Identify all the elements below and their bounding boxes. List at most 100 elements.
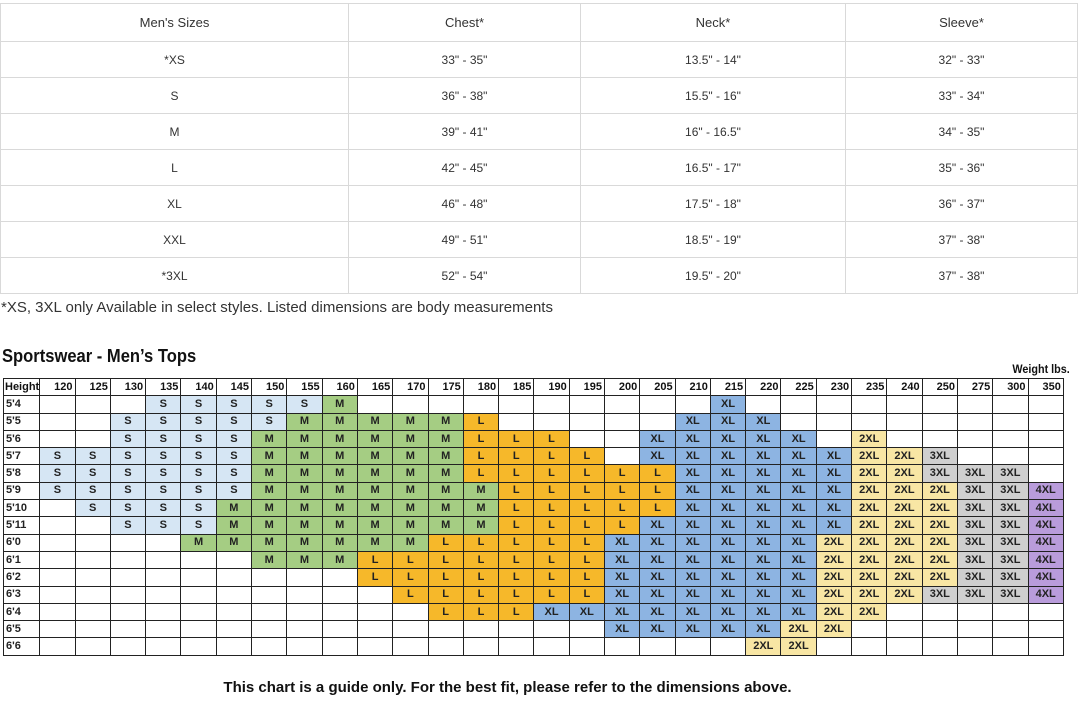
height-label: 6'6 — [2, 637, 41, 656]
size-cell: XL — [745, 481, 782, 501]
size-cell — [533, 412, 570, 431]
height-label: 5'5 — [2, 412, 41, 431]
size-cell: XL — [709, 533, 747, 552]
size-cell: S — [39, 481, 76, 501]
size-cell — [815, 637, 853, 656]
size-cell: M — [392, 447, 429, 466]
size-cell: S — [74, 499, 111, 518]
size-grid-row: 5'4 S S S S S M XL — [2, 395, 1064, 414]
size-grid-header-row: Height 120 125 130 135 140 145 150 155 160 165 170 1… — [2, 377, 1064, 397]
size-cell: L — [498, 516, 535, 535]
size-cell: S — [180, 412, 217, 431]
size-cell: 3XL — [956, 585, 994, 604]
size-cell: 4XL — [1027, 516, 1064, 535]
size-cell: M — [0, 113, 349, 150]
chest-cell: 42" - 45" — [348, 149, 581, 186]
size-cell: XL — [780, 533, 817, 552]
weight-header: 135 — [145, 377, 182, 397]
size-cell: XL — [780, 568, 817, 587]
size-cell: *XS — [0, 41, 349, 78]
weight-header: 215 — [709, 377, 747, 397]
size-cell: L — [427, 568, 464, 587]
size-cell: L — [533, 464, 570, 483]
size-cell — [639, 637, 676, 656]
size-cell: L — [427, 602, 464, 622]
size-cell — [498, 412, 535, 431]
size-cell — [815, 395, 853, 414]
size-cell: S — [145, 429, 182, 449]
size-cell: XL — [815, 481, 853, 501]
size-cell: M — [356, 429, 394, 449]
size-cell — [356, 637, 394, 656]
size-cell: L — [498, 533, 535, 552]
size-cell: M — [321, 481, 358, 501]
size-cell — [921, 637, 958, 656]
size-cell: XL — [639, 516, 676, 535]
size-cell: XL — [674, 412, 711, 431]
size-cell — [956, 412, 994, 431]
size-cell: XL — [674, 568, 711, 587]
size-cell — [956, 620, 994, 639]
size-cell: 2XL — [921, 516, 958, 535]
size-cell: L — [498, 602, 535, 622]
weight-header: 140 — [180, 377, 217, 397]
weight-header: 180 — [462, 377, 500, 397]
size-cell: L — [603, 516, 641, 535]
size-cell — [145, 568, 182, 587]
size-cell: L — [568, 533, 605, 552]
size-cell — [74, 395, 111, 414]
size-cell: M — [392, 516, 429, 535]
size-cell: 3XL — [921, 585, 958, 604]
size-cell: 2XL — [921, 550, 958, 570]
size-cell: S — [74, 447, 111, 466]
size-cell: L — [533, 429, 570, 449]
size-cell: 3XL — [956, 464, 994, 483]
size-cell: XL — [709, 481, 747, 501]
size-cell: L — [603, 499, 641, 518]
size-cell — [74, 620, 111, 639]
size-cell — [427, 637, 464, 656]
size-cell: M — [286, 481, 323, 501]
size-cell: L — [533, 533, 570, 552]
size-cell: M — [392, 533, 429, 552]
size-cell: XL — [533, 602, 570, 622]
header-neck: Neck* — [580, 3, 846, 42]
size-grid-row: 5'10 S S S S M M M M M M M M L L L L L XL XL XL XL XL 2XL 2XL 2XL… — [2, 499, 1064, 518]
size-cell — [886, 412, 923, 431]
size-cell — [74, 412, 111, 431]
size-cell: XL — [674, 429, 711, 449]
neck-cell: 17.5" - 18" — [580, 185, 846, 222]
size-cell: 2XL — [851, 516, 888, 535]
availability-note: *XS, 3XL only Available in select styles… — [1, 299, 553, 316]
size-cell: 3XL — [956, 568, 994, 587]
size-cell — [462, 395, 500, 414]
size-cell — [1027, 464, 1064, 483]
size-cell: XL — [780, 481, 817, 501]
size-cell: M — [321, 550, 358, 570]
height-label: 6'1 — [2, 550, 41, 570]
size-cell: S — [109, 516, 147, 535]
size-cell — [74, 516, 111, 535]
size-cell — [921, 412, 958, 431]
size-cell: L — [427, 585, 464, 604]
size-cell — [533, 395, 570, 414]
size-cell: S — [180, 516, 217, 535]
size-cell: XL — [780, 429, 817, 449]
measurements-row: *XS 33" - 35" 13.5" - 14" 32" - 33" — [0, 41, 1078, 78]
size-cell: XL — [674, 464, 711, 483]
size-cell: 2XL — [780, 637, 817, 656]
size-cell: L — [568, 481, 605, 501]
footer-disclaimer: This chart is a guide only. For the best… — [223, 679, 792, 696]
size-cell: S — [145, 516, 182, 535]
size-cell: M — [427, 499, 464, 518]
size-cell — [427, 620, 464, 639]
size-grid-row: 6'2 L L L L L L L XL XL XL XL XL XL 2XL 2XL 2XL 2XL 3XL 3XL… — [2, 568, 1064, 587]
size-cell: XL — [780, 516, 817, 535]
size-cell — [886, 620, 923, 639]
size-cell: XL — [745, 533, 782, 552]
size-cell: L — [568, 516, 605, 535]
size-cell: L — [533, 550, 570, 570]
size-cell — [180, 568, 217, 587]
size-cell: 3XL — [921, 447, 958, 466]
size-cell — [498, 620, 535, 639]
